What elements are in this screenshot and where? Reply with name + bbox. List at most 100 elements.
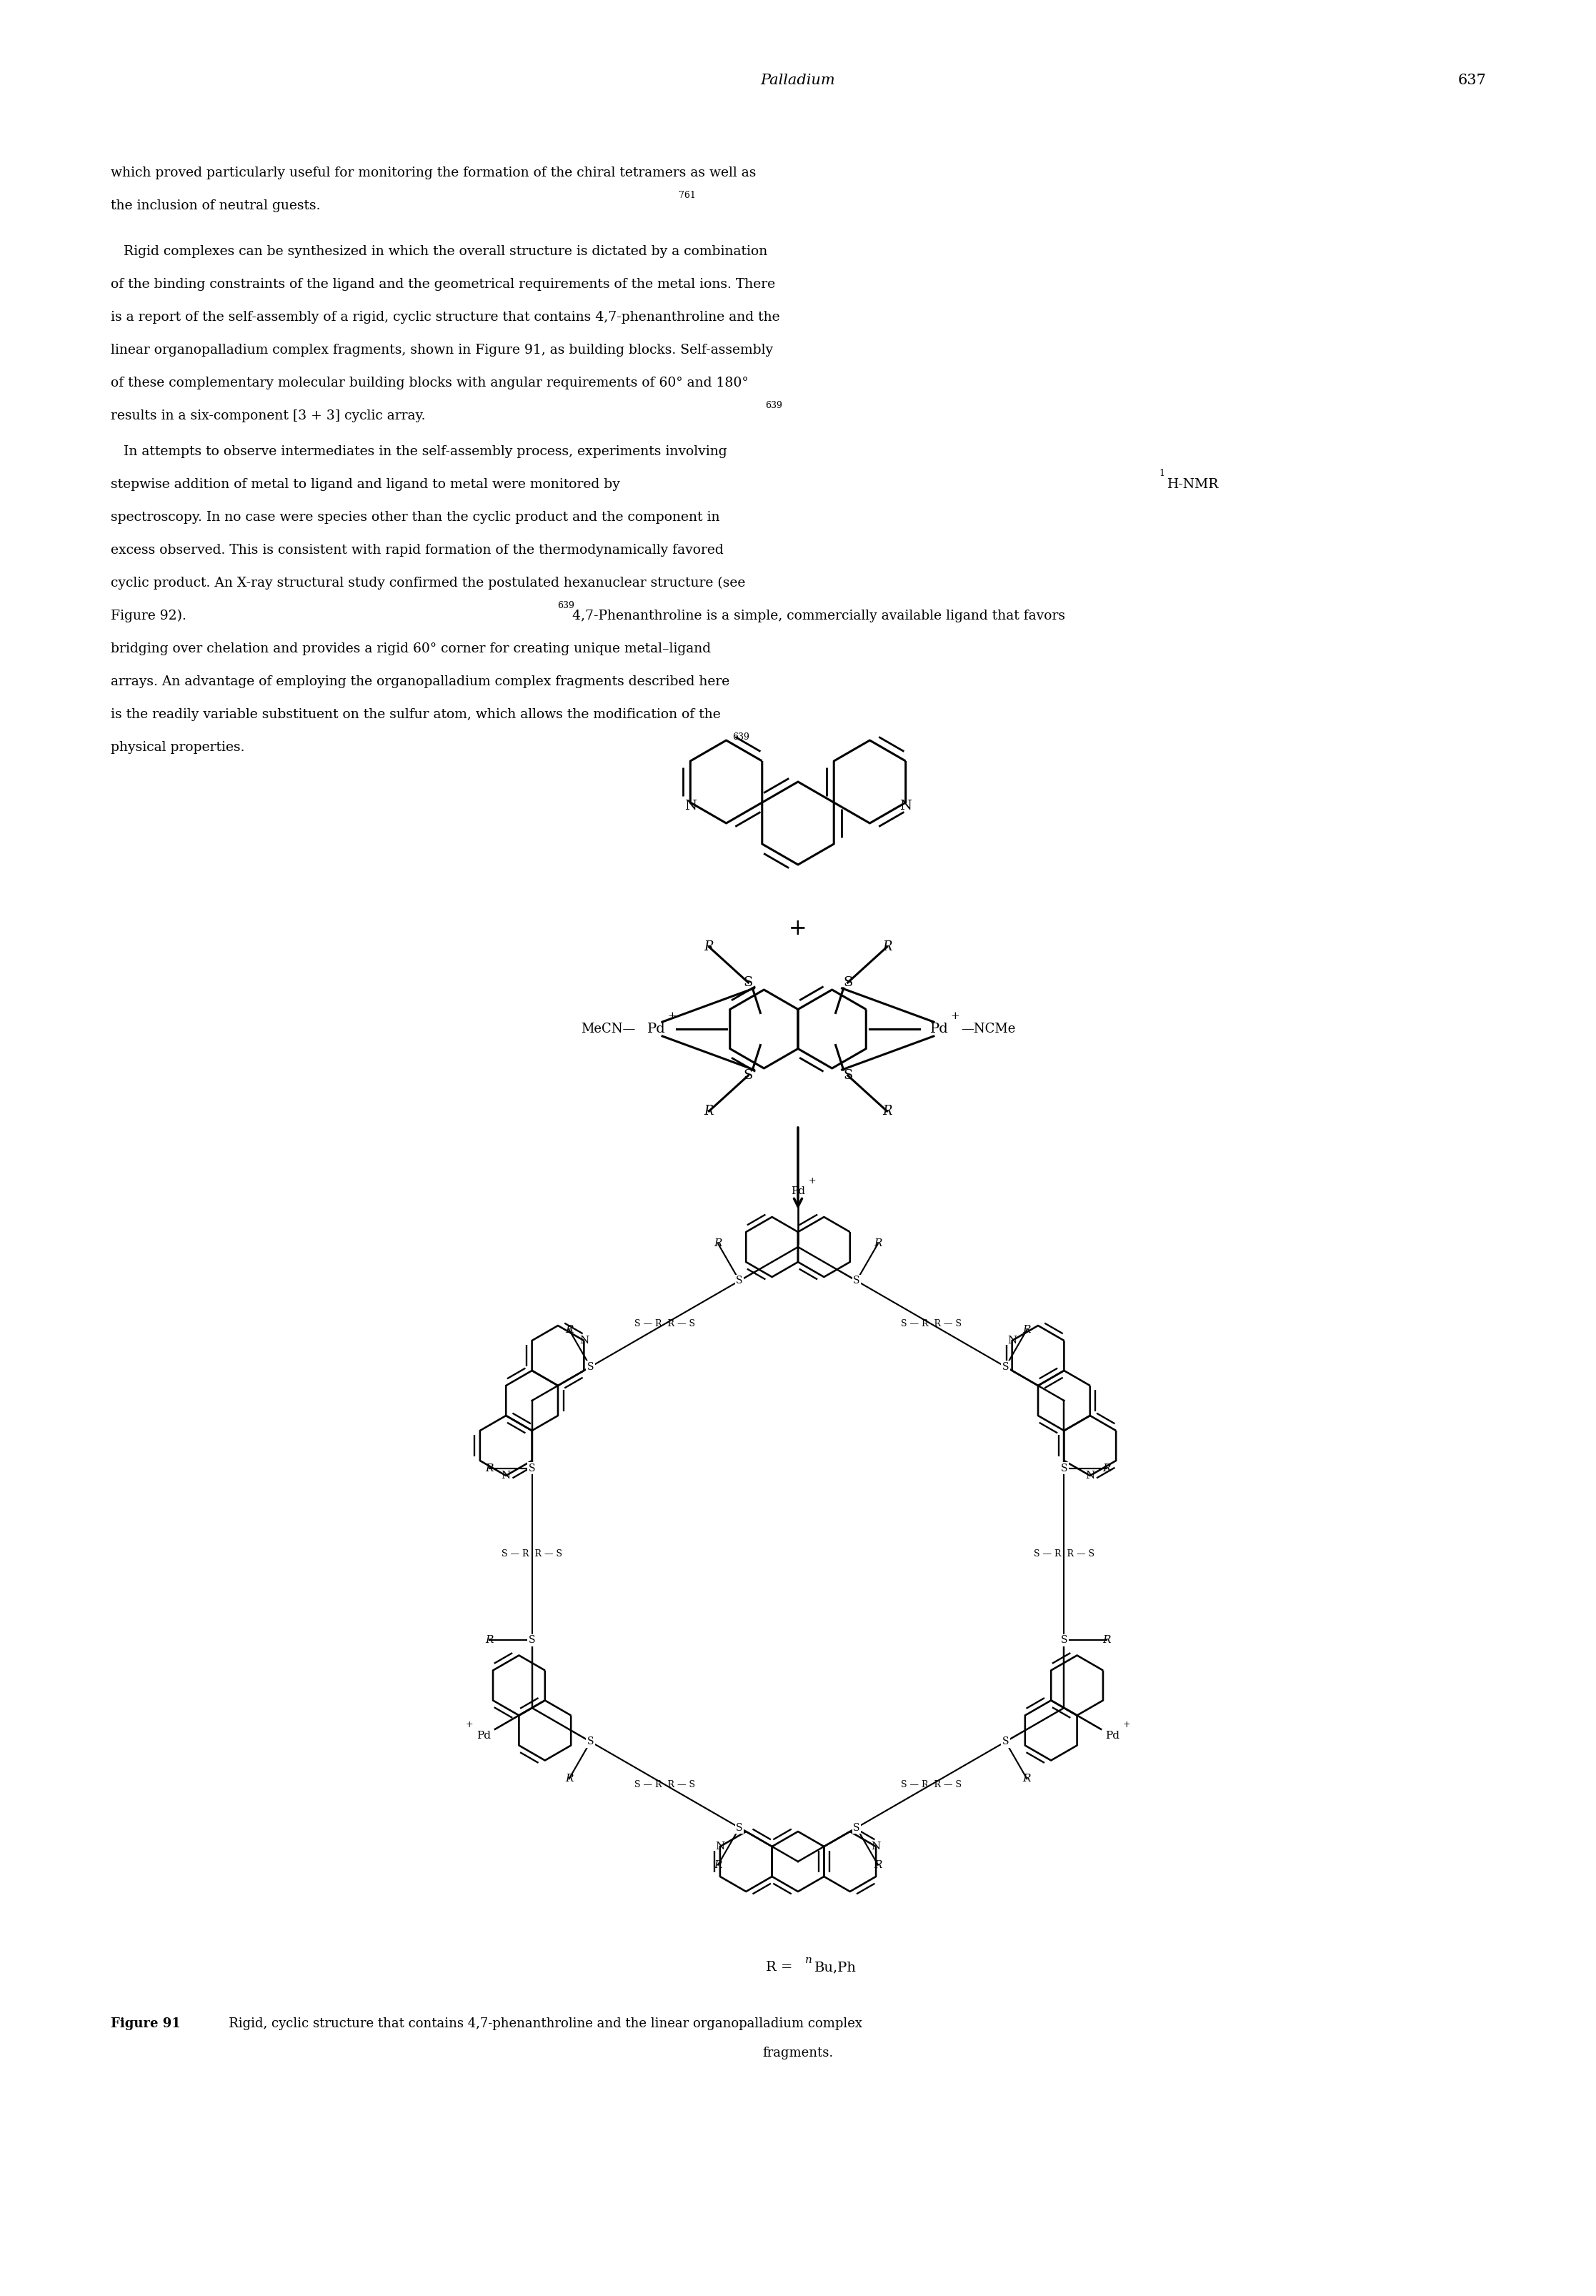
Text: S — R  R — S: S — R R — S bbox=[635, 1320, 696, 1329]
Text: R: R bbox=[875, 1860, 883, 1869]
Text: S: S bbox=[854, 1823, 860, 1832]
Text: excess observed. This is consistent with rapid formation of the thermodynamicall: excess observed. This is consistent with… bbox=[110, 544, 723, 556]
Text: S: S bbox=[843, 1070, 852, 1081]
Text: N: N bbox=[1085, 1472, 1095, 1481]
Text: S: S bbox=[587, 1736, 594, 1747]
Text: S: S bbox=[1061, 1463, 1068, 1474]
Text: S: S bbox=[744, 976, 753, 990]
Text: N: N bbox=[900, 799, 911, 813]
Text: In attempts to observe intermediates in the self-assembly process, experiments i: In attempts to observe intermediates in … bbox=[110, 445, 728, 459]
Text: S — R  R — S: S — R R — S bbox=[900, 1779, 961, 1789]
Text: is a report of the self-assembly of a rigid, cyclic structure that contains 4,7-: is a report of the self-assembly of a ri… bbox=[110, 310, 780, 324]
Text: linear organopalladium complex fragments, shown in Figure 91, as building blocks: linear organopalladium complex fragments… bbox=[110, 344, 772, 356]
Text: S: S bbox=[854, 1277, 860, 1286]
Text: S: S bbox=[736, 1823, 742, 1832]
Text: S: S bbox=[854, 1823, 860, 1832]
Text: R: R bbox=[875, 1238, 883, 1249]
Text: S: S bbox=[528, 1463, 535, 1474]
Text: +: + bbox=[667, 1010, 677, 1022]
Text: S: S bbox=[854, 1277, 860, 1286]
Text: physical properties.: physical properties. bbox=[110, 742, 244, 753]
Text: N: N bbox=[685, 799, 696, 813]
Text: S: S bbox=[528, 1635, 535, 1646]
Text: S: S bbox=[528, 1463, 535, 1474]
Text: S: S bbox=[744, 1070, 753, 1081]
Text: S — R  R — S: S — R R — S bbox=[635, 1779, 696, 1789]
Text: Bu,Ph: Bu,Ph bbox=[814, 1961, 857, 1975]
Text: of these complementary molecular building blocks with angular requirements of 60: of these complementary molecular buildin… bbox=[110, 377, 749, 390]
Text: N: N bbox=[715, 1841, 725, 1851]
Text: S: S bbox=[1002, 1362, 1009, 1371]
Text: 4,7-Phenanthroline is a simple, commercially available ligand that favors: 4,7-Phenanthroline is a simple, commerci… bbox=[568, 608, 1065, 622]
Text: is the readily variable substituent on the sulfur atom, which allows the modific: is the readily variable substituent on t… bbox=[110, 707, 721, 721]
Text: of the binding constraints of the ligand and the geometrical requirements of the: of the binding constraints of the ligand… bbox=[110, 278, 776, 292]
Text: cyclic product. An X-ray structural study confirmed the postulated hexanuclear s: cyclic product. An X-ray structural stud… bbox=[110, 576, 745, 590]
Text: Pd: Pd bbox=[1104, 1731, 1119, 1740]
Text: bridging over chelation and provides a rigid 60° corner for creating unique meta: bridging over chelation and provides a r… bbox=[110, 643, 710, 654]
Text: Figure 91: Figure 91 bbox=[110, 2018, 180, 2030]
Text: 639: 639 bbox=[557, 602, 575, 611]
Text: S — R  R — S: S — R R — S bbox=[1034, 1550, 1095, 1559]
Text: S: S bbox=[587, 1736, 594, 1747]
Text: Pd: Pd bbox=[792, 1187, 804, 1196]
Text: R: R bbox=[485, 1463, 493, 1474]
Text: N: N bbox=[871, 1841, 881, 1851]
Text: R: R bbox=[704, 941, 713, 953]
Text: +: + bbox=[466, 1720, 474, 1729]
Text: R: R bbox=[1023, 1325, 1031, 1334]
Text: results in a six-component [3 + 3] cyclic array.: results in a six-component [3 + 3] cycli… bbox=[110, 409, 426, 422]
Text: Palladium: Palladium bbox=[761, 73, 835, 87]
Text: R: R bbox=[1103, 1463, 1111, 1474]
Text: R: R bbox=[713, 1238, 721, 1249]
Text: +: + bbox=[788, 918, 808, 939]
Text: S: S bbox=[528, 1635, 535, 1646]
Text: S: S bbox=[1061, 1635, 1068, 1646]
Text: Pd: Pd bbox=[648, 1022, 666, 1035]
Text: the inclusion of neutral guests.: the inclusion of neutral guests. bbox=[110, 200, 321, 211]
Text: S: S bbox=[843, 976, 852, 990]
Text: R: R bbox=[883, 1104, 892, 1118]
Text: R =: R = bbox=[766, 1961, 796, 1975]
Text: R: R bbox=[1023, 1775, 1031, 1784]
Text: S: S bbox=[587, 1362, 594, 1371]
Text: 639: 639 bbox=[733, 732, 750, 742]
Text: R: R bbox=[883, 941, 892, 953]
Text: +: + bbox=[1122, 1720, 1130, 1729]
Text: R: R bbox=[1103, 1635, 1111, 1646]
Text: +: + bbox=[951, 1010, 959, 1022]
Text: R: R bbox=[704, 1104, 713, 1118]
Text: +: + bbox=[809, 1176, 816, 1185]
Text: S: S bbox=[1061, 1635, 1068, 1646]
Text: R: R bbox=[713, 1860, 721, 1869]
Text: S: S bbox=[1002, 1362, 1009, 1371]
Text: Figure 92).: Figure 92). bbox=[110, 608, 187, 622]
Text: S: S bbox=[587, 1362, 594, 1371]
Text: S: S bbox=[1002, 1736, 1009, 1747]
Text: —NCMe: —NCMe bbox=[961, 1022, 1015, 1035]
Text: 637: 637 bbox=[1457, 73, 1486, 87]
Text: 639: 639 bbox=[764, 402, 782, 411]
Text: Pd: Pd bbox=[477, 1731, 492, 1740]
Text: H-NMR: H-NMR bbox=[1167, 478, 1219, 491]
Text: R: R bbox=[565, 1325, 573, 1334]
Text: Rigid, cyclic structure that contains 4,7-phenanthroline and the linear organopa: Rigid, cyclic structure that contains 4,… bbox=[217, 2018, 862, 2030]
Text: S: S bbox=[736, 1823, 742, 1832]
Text: S — R  R — S: S — R R — S bbox=[900, 1320, 961, 1329]
Text: S: S bbox=[736, 1277, 742, 1286]
Text: fragments.: fragments. bbox=[763, 2048, 833, 2060]
Text: MeCN—: MeCN— bbox=[581, 1022, 635, 1035]
Text: S: S bbox=[1061, 1463, 1068, 1474]
Text: Pd: Pd bbox=[930, 1022, 948, 1035]
Text: 1: 1 bbox=[1159, 468, 1165, 478]
Text: N: N bbox=[579, 1336, 589, 1345]
Text: which proved particularly useful for monitoring the formation of the chiral tetr: which proved particularly useful for mon… bbox=[110, 168, 757, 179]
Text: arrays. An advantage of employing the organopalladium complex fragments describe: arrays. An advantage of employing the or… bbox=[110, 675, 729, 689]
Text: spectroscopy. In no case were species other than the cyclic product and the comp: spectroscopy. In no case were species ot… bbox=[110, 512, 720, 523]
Text: R: R bbox=[565, 1775, 573, 1784]
Text: R: R bbox=[485, 1635, 493, 1646]
Text: S: S bbox=[1002, 1736, 1009, 1747]
Text: Rigid complexes can be synthesized in which the overall structure is dictated by: Rigid complexes can be synthesized in wh… bbox=[110, 246, 768, 257]
Text: 761: 761 bbox=[678, 191, 696, 200]
Text: S: S bbox=[736, 1277, 742, 1286]
Text: n: n bbox=[804, 1956, 812, 1965]
